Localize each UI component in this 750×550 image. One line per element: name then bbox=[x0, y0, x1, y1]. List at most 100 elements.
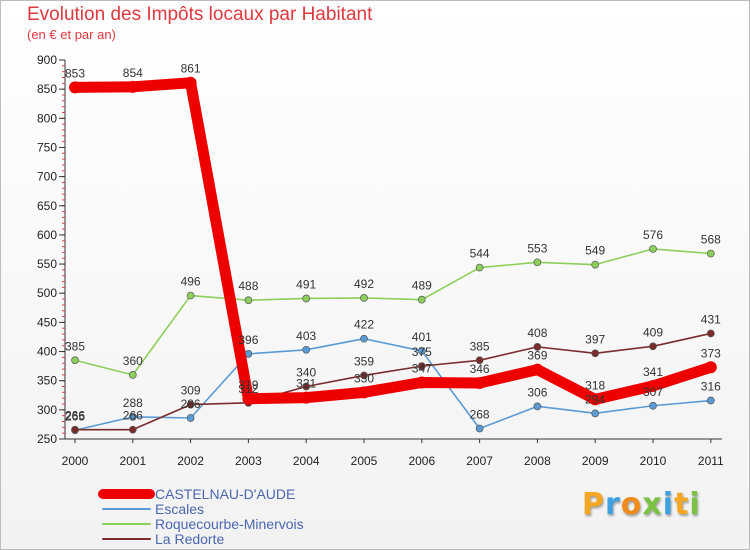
data-point-roquecourbe-minervois bbox=[186, 291, 195, 300]
data-label-escales: 306 bbox=[527, 385, 547, 399]
data-point-castelnau-d-aude bbox=[184, 76, 197, 89]
series-line-roquecourbe-minervois bbox=[74, 248, 712, 376]
logo-letter: P bbox=[582, 487, 605, 522]
data-point-la-redorte bbox=[591, 349, 600, 358]
chart-legend: CASTELNAU-D'AUDEEscalesRoquecourbe-Miner… bbox=[98, 486, 304, 547]
y-tick-label: 850 bbox=[37, 82, 57, 96]
data-label-castelnau-d-aude: 318 bbox=[585, 378, 605, 392]
y-tick-label: 600 bbox=[37, 228, 57, 242]
y-tick-label: 350 bbox=[37, 374, 57, 388]
y-tick-label: 250 bbox=[37, 432, 57, 446]
data-point-roquecourbe-minervois bbox=[302, 294, 311, 303]
y-tick-label: 700 bbox=[37, 170, 57, 184]
y-tick-label: 450 bbox=[37, 315, 57, 329]
data-label-roquecourbe-minervois: 492 bbox=[354, 277, 374, 291]
data-label-escales: 294 bbox=[585, 392, 605, 406]
data-point-escales bbox=[360, 334, 368, 343]
data-point-la-redorte bbox=[706, 329, 715, 338]
data-label-la-redorte: 266 bbox=[123, 409, 143, 423]
logo-letter: i bbox=[689, 487, 701, 522]
data-point-castelnau-d-aude bbox=[126, 80, 139, 93]
legend-label-castelnau-d-aude: CASTELNAU-D'AUDE bbox=[155, 486, 295, 502]
data-label-la-redorte: 359 bbox=[354, 354, 374, 368]
data-label-escales: 396 bbox=[238, 333, 258, 347]
data-label-roquecourbe-minervois: 549 bbox=[585, 244, 605, 258]
data-point-la-redorte bbox=[533, 343, 542, 351]
y-tick-label: 800 bbox=[37, 111, 57, 125]
x-tick-label: 2007 bbox=[466, 454, 493, 468]
data-label-la-redorte: 340 bbox=[296, 366, 316, 380]
data-label-roquecourbe-minervois: 489 bbox=[412, 279, 432, 293]
data-label-escales: 288 bbox=[123, 396, 143, 410]
data-point-la-redorte bbox=[302, 382, 311, 391]
x-tick-label: 2009 bbox=[582, 454, 609, 468]
data-label-escales: 307 bbox=[643, 385, 663, 399]
data-point-escales bbox=[128, 412, 137, 421]
data-label-roquecourbe-minervois: 491 bbox=[296, 277, 316, 291]
data-point-escales bbox=[417, 347, 426, 355]
data-point-roquecourbe-minervois bbox=[244, 296, 253, 305]
data-point-castelnau-d-aude bbox=[415, 376, 428, 389]
data-point-escales bbox=[186, 414, 195, 422]
x-tick-label: 2001 bbox=[119, 454, 146, 468]
x-tick-label: 2000 bbox=[62, 454, 89, 468]
data-point-escales bbox=[302, 345, 311, 354]
data-point-castelnau-d-aude bbox=[704, 361, 717, 374]
data-label-la-redorte: 375 bbox=[412, 345, 432, 359]
data-label-roquecourbe-minervois: 576 bbox=[643, 228, 663, 242]
data-label-castelnau-d-aude: 321 bbox=[296, 377, 316, 391]
data-label-la-redorte: 266 bbox=[65, 409, 85, 423]
series-layer bbox=[69, 76, 717, 435]
data-label-castelnau-d-aude: 861 bbox=[181, 62, 201, 76]
data-point-roquecourbe-minervois bbox=[417, 295, 426, 304]
data-point-roquecourbe-minervois bbox=[360, 294, 368, 302]
series-line-escales bbox=[74, 337, 712, 432]
logo-letter: t bbox=[674, 487, 690, 522]
x-tick-label: 2004 bbox=[293, 454, 320, 468]
data-label-roquecourbe-minervois: 553 bbox=[527, 241, 547, 255]
data-point-la-redorte bbox=[128, 425, 137, 434]
data-point-la-redorte bbox=[649, 342, 657, 351]
data-label-la-redorte: 309 bbox=[181, 384, 201, 398]
data-label-roquecourbe-minervois: 360 bbox=[123, 354, 143, 368]
x-tick-label: 2010 bbox=[640, 454, 667, 468]
x-tick-label: 2011 bbox=[698, 454, 724, 468]
data-label-castelnau-d-aude: 319 bbox=[238, 378, 258, 392]
data-point-castelnau-d-aude bbox=[300, 391, 313, 404]
data-point-castelnau-d-aude bbox=[358, 386, 370, 399]
data-point-roquecourbe-minervois bbox=[533, 258, 542, 267]
data-point-castelnau-d-aude bbox=[242, 392, 255, 405]
data-point-castelnau-d-aude bbox=[647, 379, 659, 392]
y-tick-label: 650 bbox=[37, 199, 57, 213]
data-point-roquecourbe-minervois bbox=[128, 371, 137, 379]
data-point-la-redorte bbox=[475, 356, 484, 365]
data-point-roquecourbe-minervois bbox=[591, 260, 600, 269]
logo-letter: r bbox=[605, 487, 621, 522]
legend-label-roquecourbe-minervois: Roquecourbe-Minervois bbox=[155, 516, 304, 532]
data-label-escales: 265 bbox=[65, 409, 85, 423]
data-label-castelnau-d-aude: 347 bbox=[412, 361, 432, 375]
data-point-la-redorte bbox=[360, 371, 368, 380]
data-label-roquecourbe-minervois: 568 bbox=[701, 233, 721, 247]
data-label-escales: 401 bbox=[412, 330, 432, 344]
data-label-escales: 316 bbox=[701, 380, 721, 394]
data-label-la-redorte: 409 bbox=[643, 325, 663, 339]
y-tick-label: 500 bbox=[37, 286, 57, 300]
series-line-castelnau-d-aude bbox=[69, 77, 717, 405]
chart-axes: 250 300 350 400 450 500 550 600 650 700 750 800 850 9… bbox=[37, 53, 724, 468]
data-label-castelnau-d-aude: 346 bbox=[470, 362, 490, 376]
data-label-la-redorte: 408 bbox=[527, 326, 547, 340]
x-tick-label: 2005 bbox=[351, 454, 378, 468]
logo-letter: o bbox=[620, 487, 643, 522]
data-label-castelnau-d-aude: 330 bbox=[354, 371, 374, 385]
legend-label-escales: Escales bbox=[155, 501, 204, 517]
data-point-escales bbox=[475, 424, 484, 433]
y-tick-label: 900 bbox=[37, 53, 57, 67]
data-label-escales: 286 bbox=[181, 397, 201, 411]
data-label-castelnau-d-aude: 373 bbox=[701, 346, 721, 360]
x-tick-label: 2006 bbox=[408, 454, 435, 468]
data-point-castelnau-d-aude bbox=[69, 81, 81, 94]
data-label-roquecourbe-minervois: 488 bbox=[238, 279, 258, 293]
data-point-castelnau-d-aude bbox=[531, 363, 544, 376]
data-label-roquecourbe-minervois: 544 bbox=[470, 247, 490, 261]
